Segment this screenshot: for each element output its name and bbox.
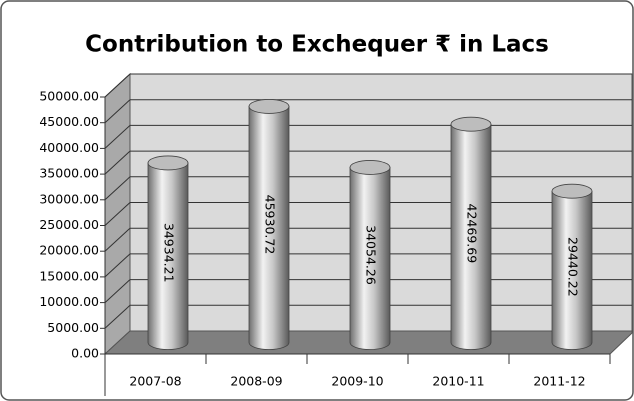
value-label: 42469.69 [465,204,480,264]
value-label: 34054.26 [364,225,379,285]
y-tick-label: 10000.00 [39,294,99,309]
grid-line [104,150,131,175]
grid-line [104,99,131,124]
grid-line [104,125,131,149]
grid-line [104,227,131,252]
bar [147,162,189,350]
y-tick-label: 5000.00 [47,320,99,335]
y-tick-label: 25000.00 [39,217,99,232]
y-tick-label: 15000.00 [39,268,99,283]
y-tick-label: 20000.00 [39,243,99,258]
grid-line [104,176,131,201]
x-tick-label: 2011-12 [533,374,585,389]
y-tick-label: 50000.00 [39,89,99,104]
grid-line [104,73,131,98]
bar [450,123,492,350]
x-tick-label: 2010-11 [432,374,484,389]
bar [349,167,391,350]
value-label: 29440.22 [566,237,581,297]
x-tick-label: 2009-10 [331,374,383,389]
y-tick-label: 35000.00 [39,166,99,181]
bar-top [147,155,189,171]
grid-line [104,304,131,329]
y-tick-label: 45000.00 [39,114,99,129]
x-tick-label: 2008-09 [230,374,282,389]
bar-top [349,160,391,175]
bar [551,190,593,350]
value-label: 45930.72 [263,195,278,255]
value-label: 34934.21 [162,223,177,283]
x-tick-label: 2007-08 [129,374,181,389]
bar-top [450,116,492,132]
bar-top [551,183,593,199]
y-tick-label: 40000.00 [39,140,99,155]
y-tick-label: 30000.00 [39,191,99,206]
y-tick-label: 0.00 [71,346,99,361]
grid-line [104,202,131,226]
grid-line [104,279,131,303]
bar [248,106,290,350]
chart-title: Contribution to Exchequer ₹ in Lacs [85,32,549,58]
grid-line [104,253,131,278]
bar-top [248,99,290,114]
